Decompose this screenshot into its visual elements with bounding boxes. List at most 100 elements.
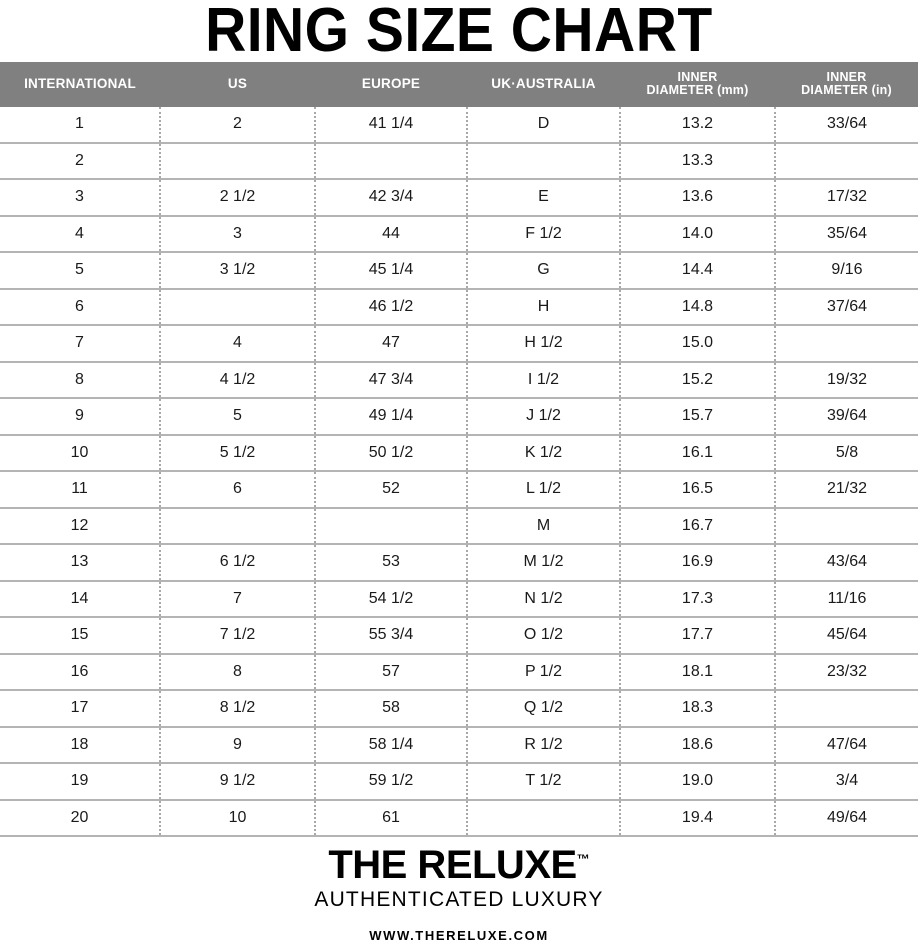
cell-international: 16 — [0, 653, 161, 691]
cell-uk_australia: J 1/2 — [467, 398, 621, 436]
cell-inner_diameter_mm: 14.0 — [620, 215, 776, 253]
column-header-us: US — [160, 62, 315, 107]
cell-inner_diameter_mm: 18.6 — [620, 726, 776, 764]
cell-uk_australia: G — [467, 252, 621, 290]
cell-international: 5 — [0, 252, 161, 290]
cell-inner_diameter_mm: 14.8 — [620, 288, 776, 326]
cell-international: 3 — [0, 179, 161, 217]
cell-international: 12 — [0, 507, 161, 545]
column-header-international: INTERNATIONAL — [0, 62, 160, 107]
cell-us: 2 1/2 — [160, 179, 316, 217]
cell-inner_diameter_in: 3/4 — [775, 763, 918, 801]
cell-inner_diameter_mm: 16.9 — [620, 544, 776, 582]
cell-inner_diameter_in: 21/32 — [775, 471, 918, 509]
table-row: 12 M 16.7 — [0, 507, 918, 545]
cell-uk_australia: F 1/2 — [467, 215, 621, 253]
cell-inner_diameter_in: 23/32 — [775, 653, 918, 691]
table-header: INTERNATIONAL US EUROPE UK·AUSTRALIA INN… — [0, 62, 918, 107]
cell-inner_diameter_in — [775, 325, 918, 363]
cell-europe: 57 — [315, 653, 468, 691]
cell-europe: 44 — [315, 215, 468, 253]
cell-inner_diameter_mm: 13.6 — [620, 179, 776, 217]
cell-uk_australia: D — [467, 107, 621, 144]
cell-europe: 55 3/4 — [315, 617, 468, 655]
ring-size-table: INTERNATIONAL US EUROPE UK·AUSTRALIA INN… — [0, 62, 918, 837]
cell-uk_australia — [467, 799, 621, 837]
column-header-inner-diameter-mm-line2: DIAMETER (mm) — [646, 83, 749, 97]
column-header-inner-diameter-in-line2: DIAMETER (in) — [801, 83, 892, 97]
brand-name: THE RELUXE — [328, 843, 577, 887]
table-row: 1 2 41 1/4 D 13.2 33/64 — [0, 107, 918, 144]
cell-europe: 47 — [315, 325, 468, 363]
cell-uk_australia: K 1/2 — [467, 434, 621, 472]
column-header-inner-diameter-mm-line1: INNER — [677, 69, 718, 84]
cell-europe — [315, 142, 468, 180]
cell-uk_australia: M 1/2 — [467, 544, 621, 582]
table-row: 17 8 1/2 58 Q 1/2 18.3 — [0, 690, 918, 728]
cell-uk_australia: O 1/2 — [467, 617, 621, 655]
cell-international: 9 — [0, 398, 161, 436]
cell-inner_diameter_mm: 18.3 — [620, 690, 776, 728]
cell-europe: 42 3/4 — [315, 179, 468, 217]
cell-us: 4 — [160, 325, 316, 363]
table-header-row: INTERNATIONAL US EUROPE UK·AUSTRALIA INN… — [0, 62, 918, 107]
website-url: WWW.THERELUXE.COM — [369, 928, 549, 943]
table-row: 7 4 47 H 1/2 15.0 — [0, 325, 918, 363]
column-header-uk-australia: UK·AUSTRALIA — [467, 62, 620, 107]
cell-europe: 54 1/2 — [315, 580, 468, 618]
cell-inner_diameter_in: 33/64 — [775, 107, 918, 144]
cell-inner_diameter_in — [775, 507, 918, 545]
cell-inner_diameter_mm: 14.4 — [620, 252, 776, 290]
cell-us: 5 — [160, 398, 316, 436]
cell-us: 4 1/2 — [160, 361, 316, 399]
cell-inner_diameter_in — [775, 690, 918, 728]
cell-inner_diameter_mm: 15.0 — [620, 325, 776, 363]
cell-europe: 58 1/4 — [315, 726, 468, 764]
cell-inner_diameter_in — [775, 142, 918, 180]
cell-inner_diameter_mm: 17.3 — [620, 580, 776, 618]
cell-inner_diameter_in: 9/16 — [775, 252, 918, 290]
cell-international: 18 — [0, 726, 161, 764]
cell-europe: 41 1/4 — [315, 107, 468, 144]
cell-us: 7 — [160, 580, 316, 618]
cell-inner_diameter_mm: 18.1 — [620, 653, 776, 691]
cell-us — [160, 288, 316, 326]
cell-international: 7 — [0, 325, 161, 363]
cell-us: 9 1/2 — [160, 763, 316, 801]
cell-us: 3 1/2 — [160, 252, 316, 290]
cell-europe: 61 — [315, 799, 468, 837]
cell-us: 5 1/2 — [160, 434, 316, 472]
table-row: 2 13.3 — [0, 142, 918, 180]
title-area: RING SIZE CHART — [0, 0, 918, 62]
cell-us — [160, 142, 316, 180]
table-row: 15 7 1/2 55 3/4 O 1/2 17.7 45/64 — [0, 617, 918, 655]
cell-inner_diameter_in: 39/64 — [775, 398, 918, 436]
column-header-inner-diameter-in-line1: INNER — [826, 69, 867, 84]
cell-us: 2 — [160, 107, 316, 144]
cell-us: 9 — [160, 726, 316, 764]
cell-europe: 59 1/2 — [315, 763, 468, 801]
cell-uk_australia: T 1/2 — [467, 763, 621, 801]
cell-uk_australia: R 1/2 — [467, 726, 621, 764]
cell-europe: 46 1/2 — [315, 288, 468, 326]
cell-international: 13 — [0, 544, 161, 582]
cell-international: 17 — [0, 690, 161, 728]
cell-uk_australia: L 1/2 — [467, 471, 621, 509]
cell-us — [160, 507, 316, 545]
cell-international: 14 — [0, 580, 161, 618]
cell-inner_diameter_mm: 17.7 — [620, 617, 776, 655]
cell-international: 20 — [0, 799, 161, 837]
cell-us: 8 1/2 — [160, 690, 316, 728]
cell-europe: 52 — [315, 471, 468, 509]
table-row: 11 6 52 L 1/2 16.5 21/32 — [0, 471, 918, 509]
cell-inner_diameter_mm: 16.7 — [620, 507, 776, 545]
cell-inner_diameter_in: 43/64 — [775, 544, 918, 582]
brand-tagline: AUTHENTICATED LUXURY — [314, 888, 604, 911]
cell-europe — [315, 507, 468, 545]
cell-uk_australia: N 1/2 — [467, 580, 621, 618]
cell-inner_diameter_mm: 16.1 — [620, 434, 776, 472]
cell-international: 19 — [0, 763, 161, 801]
cell-inner_diameter_mm: 15.2 — [620, 361, 776, 399]
